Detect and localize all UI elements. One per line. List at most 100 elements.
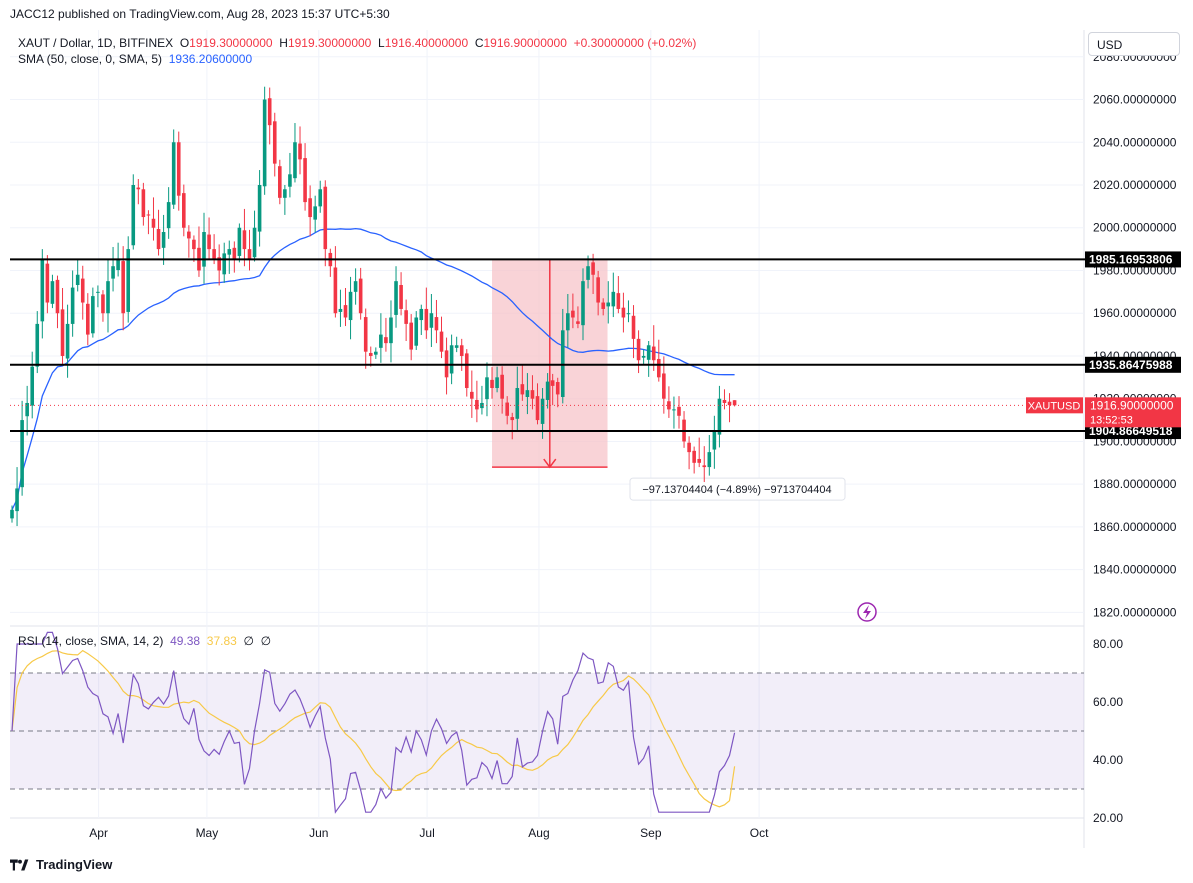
candle[interactable] <box>641 349 646 365</box>
candle[interactable] <box>20 400 24 496</box>
candle[interactable] <box>323 180 328 267</box>
candle[interactable] <box>252 210 257 262</box>
candle[interactable] <box>520 364 525 401</box>
candle[interactable] <box>571 293 575 329</box>
candle[interactable] <box>313 195 317 233</box>
candle[interactable] <box>151 197 156 241</box>
candle[interactable] <box>530 375 535 410</box>
candle[interactable] <box>560 308 565 404</box>
candle[interactable] <box>505 396 509 425</box>
candle[interactable] <box>60 288 65 365</box>
candle[interactable] <box>192 235 196 262</box>
candle[interactable] <box>707 435 712 476</box>
candle[interactable] <box>687 436 691 470</box>
candle[interactable] <box>566 293 570 348</box>
candle[interactable] <box>50 274 55 309</box>
candle[interactable] <box>70 270 75 337</box>
candle[interactable] <box>591 253 595 294</box>
candle[interactable] <box>475 380 479 423</box>
candle[interactable] <box>470 370 474 418</box>
candle[interactable] <box>495 366 499 393</box>
candle[interactable] <box>65 304 70 378</box>
candle[interactable] <box>146 210 151 235</box>
candle[interactable] <box>662 356 666 414</box>
candle[interactable] <box>40 249 45 339</box>
candle[interactable] <box>459 338 464 371</box>
candle[interactable] <box>80 265 85 320</box>
candle[interactable] <box>712 415 717 469</box>
candle[interactable] <box>131 174 136 250</box>
candle[interactable] <box>85 293 90 346</box>
currency-button[interactable]: USD <box>1088 32 1180 56</box>
candle[interactable] <box>727 393 732 423</box>
candle[interactable] <box>262 86 267 195</box>
candle[interactable] <box>434 299 439 344</box>
candle[interactable] <box>611 272 616 318</box>
candle[interactable] <box>454 336 459 353</box>
candle[interactable] <box>439 316 444 359</box>
candle[interactable] <box>318 180 323 213</box>
candle[interactable] <box>202 212 206 284</box>
candle[interactable] <box>646 341 651 377</box>
candle[interactable] <box>576 306 580 329</box>
candle[interactable] <box>621 292 626 333</box>
candle[interactable] <box>10 505 14 523</box>
candle[interactable] <box>25 385 29 436</box>
tradingview-footer[interactable]: TradingView <box>10 857 112 872</box>
candle[interactable] <box>171 129 176 209</box>
candle[interactable] <box>156 209 161 256</box>
candle[interactable] <box>444 337 449 395</box>
candle[interactable] <box>288 152 292 198</box>
candle[interactable] <box>672 396 676 429</box>
candle[interactable] <box>247 229 252 271</box>
candle[interactable] <box>586 255 590 289</box>
candle[interactable] <box>374 347 378 359</box>
candle[interactable] <box>126 236 131 323</box>
candle[interactable] <box>394 266 398 328</box>
sma-line[interactable] <box>11 227 735 511</box>
candle[interactable] <box>404 299 408 342</box>
candle[interactable] <box>636 330 641 374</box>
candle[interactable] <box>217 244 221 286</box>
candle[interactable] <box>510 412 515 440</box>
candle[interactable] <box>55 275 60 329</box>
candle[interactable] <box>101 290 105 322</box>
candle[interactable] <box>581 268 585 341</box>
candle[interactable] <box>96 285 100 308</box>
candle[interactable] <box>490 367 494 399</box>
lightning-icon[interactable] <box>857 602 877 622</box>
candle[interactable] <box>45 255 50 314</box>
candle[interactable] <box>293 123 297 183</box>
rsi-legend[interactable]: RSI (14, close, SMA, 14, 2) 49.38 37.83 … <box>18 634 271 648</box>
candle[interactable] <box>166 187 171 239</box>
candle[interactable] <box>667 386 671 418</box>
candle[interactable] <box>515 366 520 432</box>
candle[interactable] <box>379 313 383 363</box>
candle[interactable] <box>389 300 393 363</box>
candle[interactable] <box>343 288 348 327</box>
candle[interactable] <box>449 334 454 385</box>
candle[interactable] <box>626 300 631 323</box>
candle[interactable] <box>227 240 232 274</box>
candle[interactable] <box>631 305 636 359</box>
rsi-ma-line[interactable] <box>11 649 736 808</box>
candle[interactable] <box>606 281 611 324</box>
rsi-line[interactable] <box>11 631 736 814</box>
candle[interactable] <box>651 325 656 371</box>
candle[interactable] <box>414 311 419 350</box>
candle[interactable] <box>257 170 262 247</box>
candle[interactable] <box>111 246 115 292</box>
candle[interactable] <box>596 270 600 316</box>
candle[interactable] <box>333 246 338 318</box>
candle[interactable] <box>237 223 242 263</box>
candle[interactable] <box>207 217 211 260</box>
candle[interactable] <box>222 242 227 283</box>
candle[interactable] <box>15 467 19 527</box>
candle[interactable] <box>278 159 282 205</box>
candle[interactable] <box>242 208 247 267</box>
candle[interactable] <box>429 293 434 347</box>
candle[interactable] <box>176 131 181 211</box>
candle[interactable] <box>682 411 686 448</box>
candle[interactable] <box>91 287 95 338</box>
